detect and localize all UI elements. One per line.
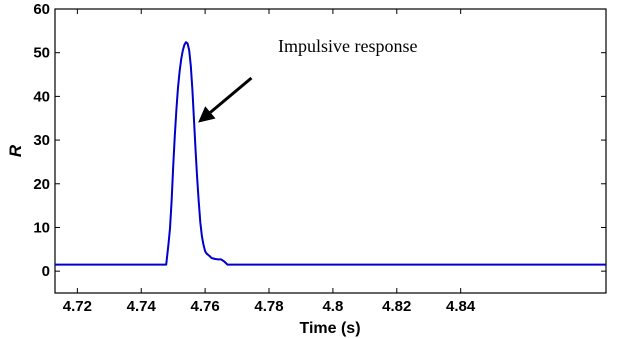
plot-area xyxy=(54,8,607,294)
annotation-arrow-line xyxy=(209,76,253,114)
y-tick-label: 20 xyxy=(33,176,50,193)
annotation-text: Impulsive response xyxy=(278,36,417,56)
y-tick-label: 10 xyxy=(33,219,50,236)
series-line-0 xyxy=(55,41,606,266)
y-tick-label: 0 xyxy=(42,263,50,280)
x-axis: 4.72 4.74 4.76 4.78 4.8 4.82 4.84 xyxy=(63,9,476,315)
x-tick-label: 4.8 xyxy=(322,298,343,315)
y-tick-label: 30 xyxy=(33,132,50,149)
x-tick-label: 4.82 xyxy=(382,298,411,315)
y-axis-label: R xyxy=(6,144,25,157)
x-tick-label: 4.84 xyxy=(446,298,476,315)
x-tick-label: 4.76 xyxy=(191,298,220,315)
x-tick-label: 4.78 xyxy=(254,298,283,315)
y-axis: 0 10 20 30 40 50 60 xyxy=(33,1,606,280)
x-tick-label: 4.74 xyxy=(127,298,157,315)
x-axis-label: Time (s) xyxy=(299,320,360,337)
annotation-arrow-head xyxy=(198,106,216,123)
y-tick-label: 50 xyxy=(33,45,50,62)
y-tick-label: 60 xyxy=(33,1,50,18)
x-tick-label: 4.72 xyxy=(63,298,92,315)
plot-frame xyxy=(54,8,607,294)
annotation: Impulsive response xyxy=(198,36,417,123)
y-tick-label: 40 xyxy=(33,88,50,105)
